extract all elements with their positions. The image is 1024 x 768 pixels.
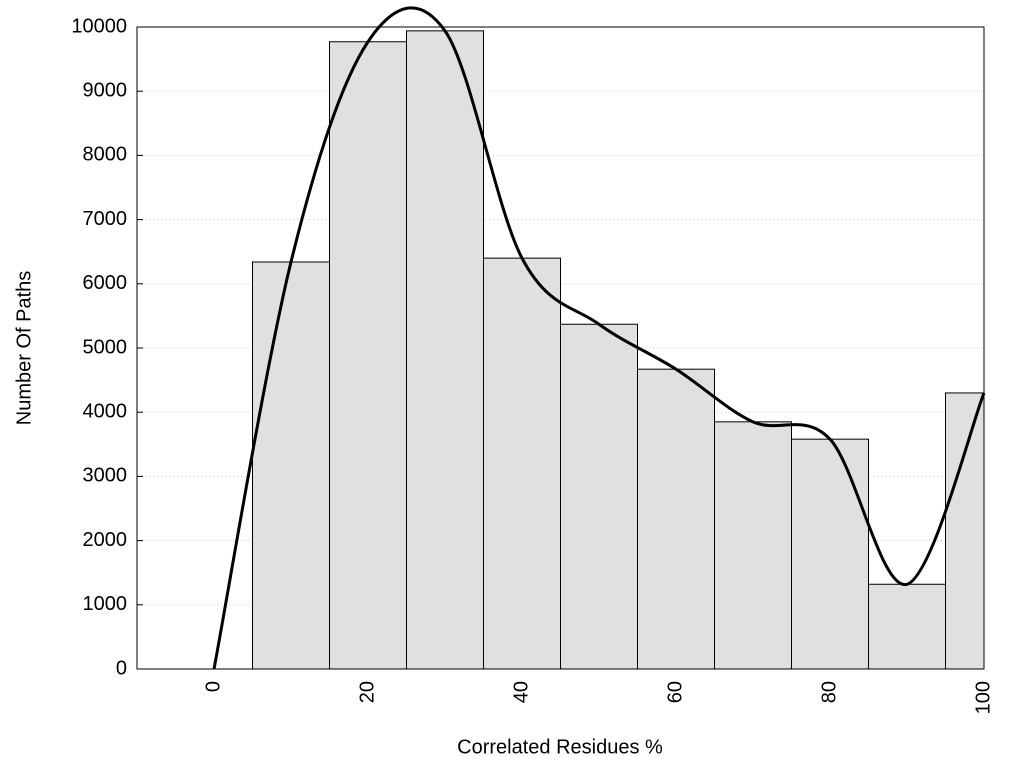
bar: [329, 41, 407, 670]
y-tick-label: 2000: [83, 529, 128, 551]
curve: [212, 6, 986, 670]
y-tick-label: 7000: [83, 208, 128, 230]
x-tick-label: 20: [356, 681, 378, 703]
y-tick-label: 3000: [83, 465, 128, 487]
bar: [868, 583, 946, 670]
y-tick-label: 6000: [83, 272, 128, 294]
bar: [483, 257, 561, 670]
y-tick-label: 4000: [83, 400, 128, 422]
x-tick-label: 80: [818, 681, 840, 703]
bar: [252, 261, 330, 670]
bar: [637, 368, 715, 670]
y-tick-label: 10000: [71, 15, 127, 37]
plot-frame: [136, 26, 985, 670]
y-tick-label: 9000: [83, 79, 128, 101]
y-axis-label: Number Of Paths: [13, 271, 35, 426]
x-tick-label: 0: [202, 681, 224, 692]
y-tick-label: 1000: [83, 593, 128, 615]
bar: [560, 323, 638, 670]
bar: [791, 438, 869, 670]
y-tick-label: 0: [116, 657, 127, 679]
x-axis-label: Correlated Residues %: [457, 736, 663, 758]
y-tick-label: 8000: [83, 144, 128, 166]
bar: [945, 392, 985, 670]
bar: [714, 421, 792, 670]
x-tick-label: 60: [664, 681, 686, 703]
x-tick-label: 40: [510, 681, 532, 703]
x-tick-label: 100: [972, 681, 994, 714]
bar: [406, 30, 484, 670]
y-tick-label: 5000: [83, 336, 128, 358]
